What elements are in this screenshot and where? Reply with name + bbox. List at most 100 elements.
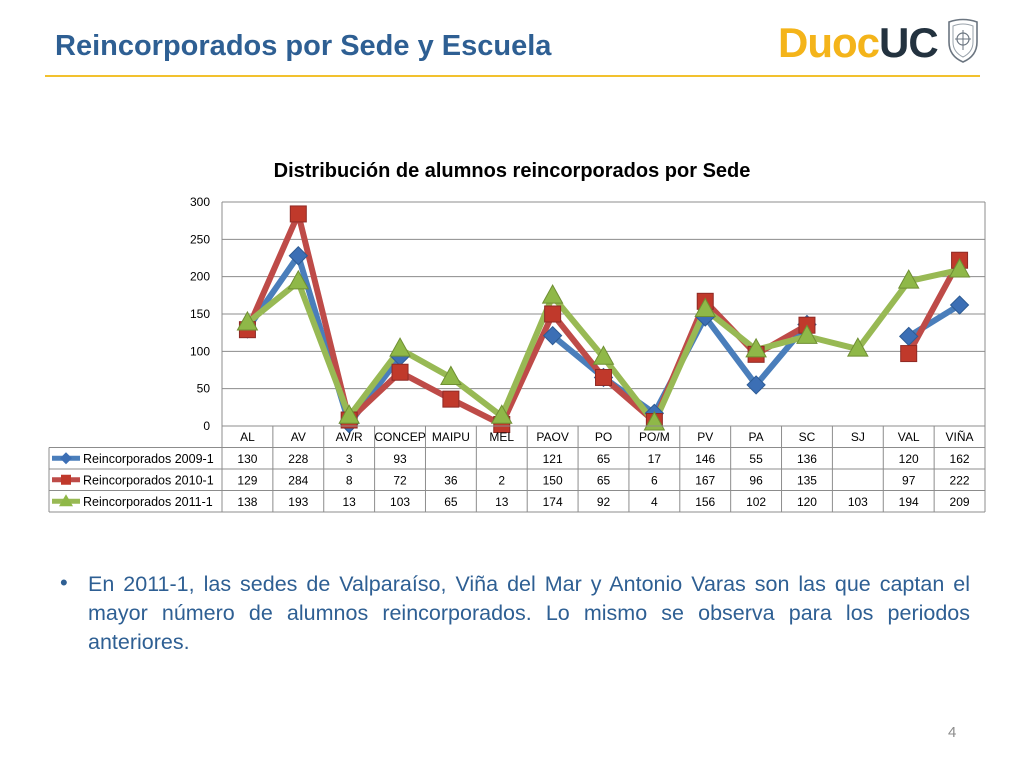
table-value-cell: 120 xyxy=(899,452,919,466)
table-value-cell: 2 xyxy=(498,473,505,487)
data-point-series-3 xyxy=(846,337,869,357)
table-value-cell: 102 xyxy=(746,495,766,509)
table-value-cell: 8 xyxy=(346,473,353,487)
table-value-cell: 72 xyxy=(393,473,407,487)
table-value-cell: 103 xyxy=(390,495,410,509)
table-value-cell: 138 xyxy=(237,495,257,509)
table-value-cell: 228 xyxy=(288,452,308,466)
table-value-cell: 6 xyxy=(651,473,658,487)
y-tick-label: 300 xyxy=(190,195,210,209)
x-category-label: PO/M xyxy=(639,430,670,444)
table-value-cell: 120 xyxy=(797,495,817,509)
table-value-cell: 130 xyxy=(237,452,257,466)
table-value-cell: 150 xyxy=(543,473,563,487)
table-value-cell: 222 xyxy=(950,473,970,487)
data-point-series-2 xyxy=(595,368,612,386)
y-tick-label: 150 xyxy=(190,307,210,321)
data-point-series-3 xyxy=(745,337,767,358)
table-value-cell: 97 xyxy=(902,473,916,487)
chart-title: Distribución de alumnos reincorporados p… xyxy=(274,160,751,182)
table-value-cell: 146 xyxy=(695,452,715,466)
data-point-series-3 xyxy=(440,365,462,385)
data-point-series-2 xyxy=(544,305,562,323)
table-value-cell: 96 xyxy=(749,473,763,487)
title-underline xyxy=(45,75,980,77)
data-point-series-1 xyxy=(746,375,766,395)
table-value-cell: 65 xyxy=(597,452,611,466)
bullet-text: En 2011-1, las sedes de Valparaíso, Viña… xyxy=(88,572,970,654)
data-point-series-1 xyxy=(949,295,970,315)
x-category-label: SJ xyxy=(851,430,865,444)
data-point-series-3 xyxy=(490,404,513,424)
data-point-series-3 xyxy=(541,284,564,304)
series-line-1 xyxy=(905,302,963,340)
legend-series-name: Reincorporados 2011-1 xyxy=(83,495,213,509)
legend-marker-1 xyxy=(60,452,72,465)
data-point-series-3 xyxy=(897,269,920,289)
table-value-cell: 174 xyxy=(543,495,563,509)
legend-marker-3 xyxy=(59,494,73,507)
series-line-2 xyxy=(244,210,810,428)
table-value-cell: 55 xyxy=(749,452,763,466)
x-category-label: VAL xyxy=(898,430,920,444)
data-point-series-3 xyxy=(287,269,310,290)
table-value-cell: 92 xyxy=(597,495,611,509)
bullet-marker: • xyxy=(60,570,68,595)
slide-title: Reincorporados por Sede y Escuela xyxy=(55,30,552,62)
legend-series-name: Reincorporados 2009-1 xyxy=(83,452,214,466)
data-point-series-3 xyxy=(796,324,818,344)
x-category-label: VIÑA xyxy=(946,430,974,444)
table-value-cell: 284 xyxy=(288,473,308,487)
data-point-series-3 xyxy=(948,257,971,278)
data-point-series-1 xyxy=(542,325,563,346)
table-value-cell: 3 xyxy=(346,452,353,466)
legend-marker-2 xyxy=(61,474,71,485)
x-category-label: PV xyxy=(697,430,713,444)
x-category-label: AV/R xyxy=(336,430,363,444)
y-tick-label: 200 xyxy=(190,270,210,284)
x-category-label: SC xyxy=(799,430,816,444)
x-category-label: CONCEP xyxy=(374,430,425,444)
data-point-series-2 xyxy=(289,205,307,223)
x-category-label: MAIPU xyxy=(432,430,470,444)
table-value-cell: 65 xyxy=(444,495,458,509)
table-value-cell: 136 xyxy=(797,452,817,466)
series-line-1 xyxy=(244,252,404,427)
x-category-label: PO xyxy=(595,430,612,444)
table-value-cell: 121 xyxy=(543,452,563,466)
table-value-cell: 167 xyxy=(695,473,715,487)
x-category-label: AL xyxy=(240,430,255,444)
table-value-cell: 13 xyxy=(495,495,509,509)
data-point-series-1 xyxy=(288,246,309,266)
page-number: 4 xyxy=(948,724,957,741)
y-tick-label: 100 xyxy=(190,344,210,358)
data-point-series-3 xyxy=(694,297,717,318)
table-value-cell: 4 xyxy=(651,495,658,509)
table-value-cell: 13 xyxy=(342,495,356,509)
table-value-cell: 162 xyxy=(950,452,970,466)
logo-text-duoc: Duoc xyxy=(778,19,880,66)
table-value-cell: 193 xyxy=(288,495,308,509)
duoc-uc-logo: DuocUC xyxy=(778,18,983,68)
x-category-label: PA xyxy=(749,430,764,444)
x-category-label: PAOV xyxy=(536,430,568,444)
university-seal-icon xyxy=(948,18,978,63)
y-tick-label: 250 xyxy=(190,232,210,246)
logo-text: DuocUC xyxy=(778,19,939,66)
table-value-cell: 103 xyxy=(848,495,868,509)
table-value-cell: 156 xyxy=(695,495,715,509)
data-point-series-3 xyxy=(592,345,615,365)
table-value-cell: 129 xyxy=(237,473,257,487)
table-value-cell: 65 xyxy=(597,473,611,487)
data-point-series-2 xyxy=(391,363,409,381)
table-value-cell: 135 xyxy=(797,473,817,487)
x-category-label: MEL xyxy=(489,430,514,444)
y-tick-label: 50 xyxy=(197,382,211,396)
data-point-series-3 xyxy=(338,404,361,424)
y-tick-label: 0 xyxy=(203,419,210,433)
table-value-cell: 209 xyxy=(950,495,970,509)
table-value-cell: 17 xyxy=(648,452,662,466)
table-value-cell: 93 xyxy=(393,452,407,466)
